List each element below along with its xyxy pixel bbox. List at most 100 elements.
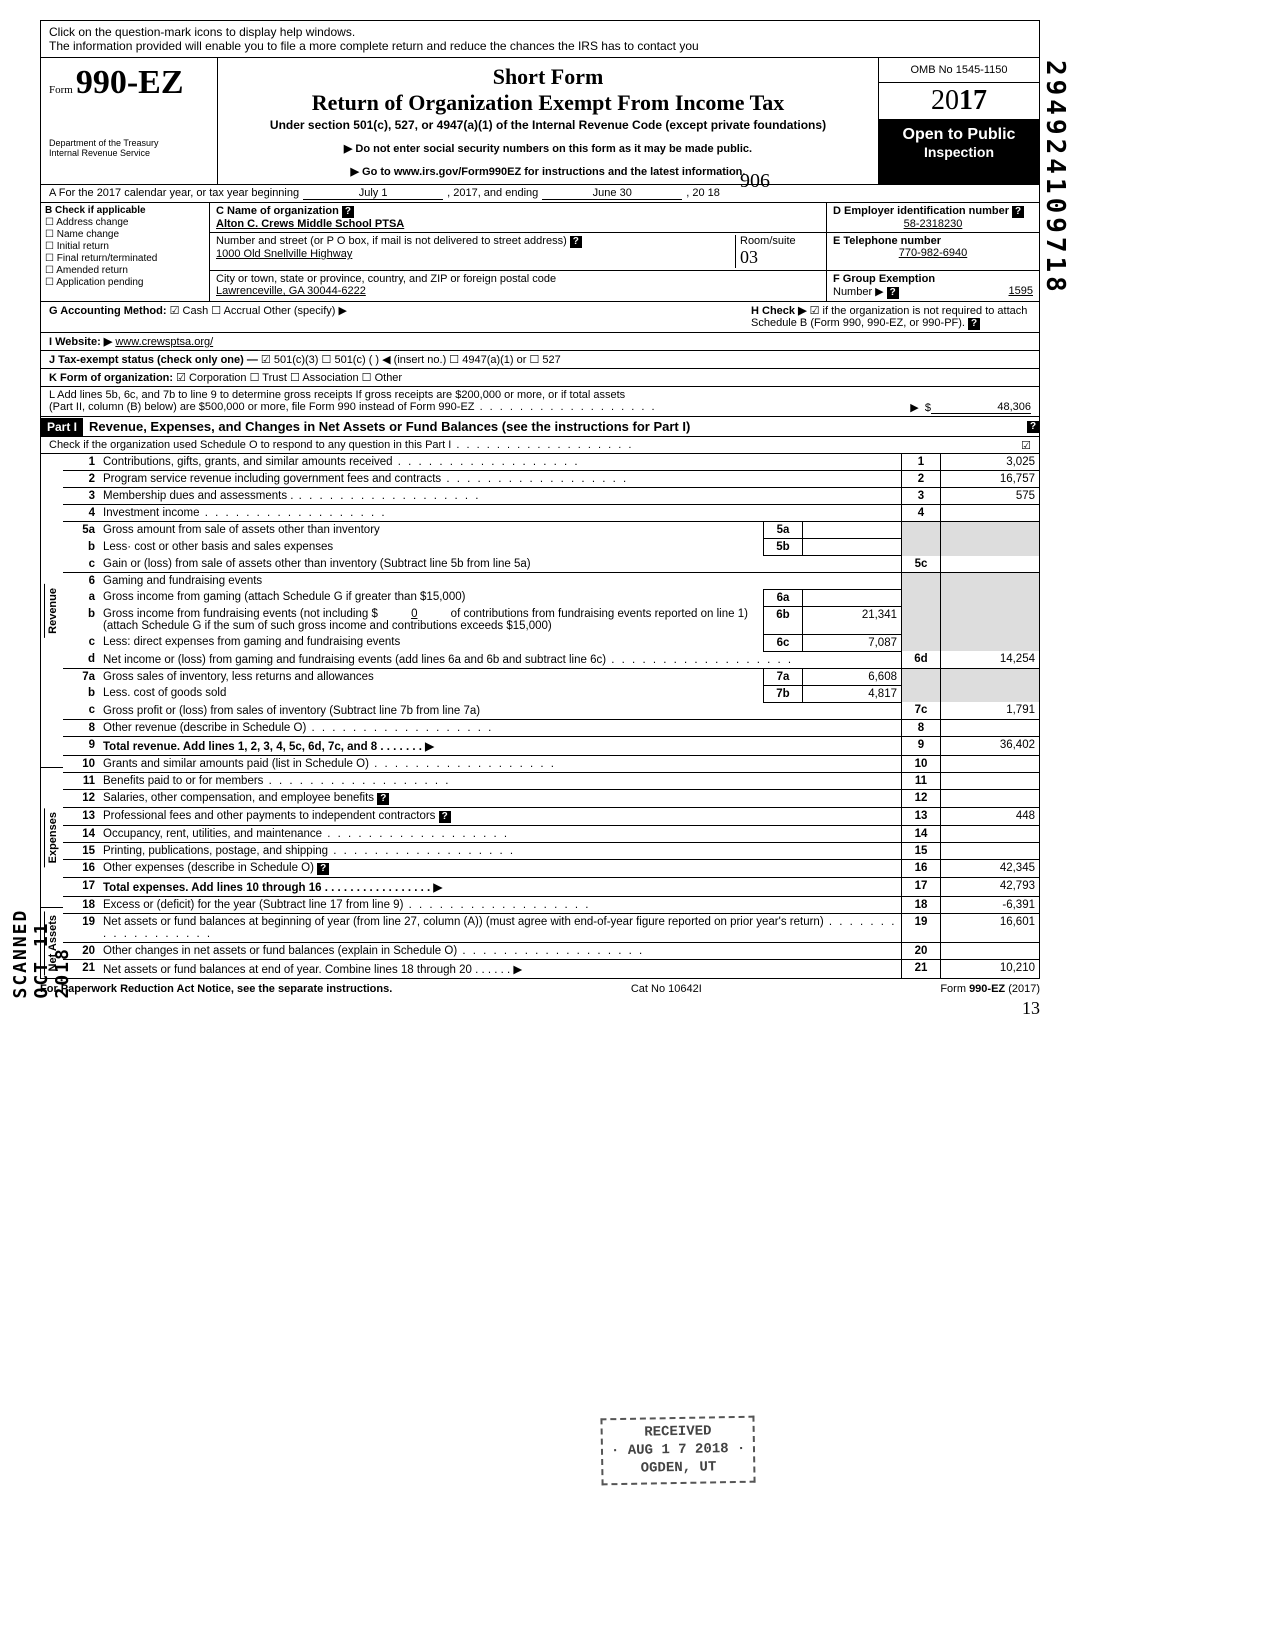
header-handwriting: 906 [740, 170, 770, 193]
help-icon[interactable]: ? [1012, 206, 1024, 218]
line-a-begin: July 1 [303, 187, 443, 200]
year-prefix: 20 [931, 85, 959, 116]
form-number-box: Form 990-EZ Department of the Treasury I… [41, 58, 218, 184]
form-number: 990-EZ [76, 64, 184, 101]
line-a-prefix: A For the 2017 calendar year, or tax yea… [49, 187, 299, 200]
help-icon[interactable]: ? [377, 793, 389, 805]
chk-final-return[interactable]: Final return/terminated [45, 253, 205, 264]
chk-501c3[interactable]: 501(c)(3) [261, 353, 319, 366]
received-line1: RECEIVED [611, 1422, 746, 1443]
line-a-yr: , 20 18 [686, 187, 720, 200]
part1-block: Part I Revenue, Expenses, and Changes in… [40, 417, 1040, 979]
g-other: Other (specify) ▶ [263, 305, 347, 317]
tax-year: 2017 [879, 83, 1039, 120]
footer-right: Form 990-EZ (2017) [940, 983, 1040, 995]
help-icon[interactable]: ? [317, 863, 329, 875]
header-row: Form 990-EZ Department of the Treasury I… [40, 57, 1040, 185]
label-expenses: Expenses [44, 808, 61, 867]
col-c-wrap: C Name of organization ? Alton C. Crews … [210, 203, 1039, 301]
chk-accrual[interactable]: Accrual [211, 304, 260, 317]
city-value: Lawrenceville, GA 30044-6222 [216, 285, 366, 297]
dept-line1: Department of the Treasury [49, 138, 209, 148]
chk-4947[interactable]: 4947(a)(1) or [449, 353, 526, 366]
top-note: Click on the question-mark icons to disp… [40, 20, 1040, 57]
chk-initial-return[interactable]: Initial return [45, 241, 205, 252]
page-number: 13 [1022, 998, 1040, 1019]
footer: For Paperwork Reduction Act Notice, see … [40, 979, 1040, 999]
ein-value: 58-2318230 [833, 218, 1033, 230]
i-label: I Website: ▶ [49, 336, 112, 348]
street-value: 1000 Old Snellville Highway [216, 248, 352, 260]
chk-501c[interactable]: 501(c) ( [322, 353, 373, 366]
chk-association[interactable]: Association [290, 371, 359, 384]
open-line1: Open to Public [879, 126, 1039, 144]
right-box: OMB No 1545-1150 2017 Open to Public Ins… [878, 58, 1039, 184]
entity-block: A For the 2017 calendar year, or tax yea… [40, 185, 1040, 302]
website-value: www.crewsptsa.org/ [115, 336, 213, 348]
title-box: Short Form Return of Organization Exempt… [218, 58, 878, 184]
chk-other-org[interactable]: Other [362, 371, 402, 384]
l-value: 48,306 [931, 401, 1031, 414]
omb-number: OMB No 1545-1150 [879, 58, 1039, 83]
line-a-end: June 30 [542, 187, 682, 200]
year-suffix: 17 [959, 85, 987, 116]
l-line2: (Part II, column (B) below) are $500,000… [49, 401, 657, 414]
received-line3: OGDEN, UT [611, 1458, 746, 1479]
chk-address-change[interactable]: Address change [45, 217, 205, 228]
label-net-assets: Net Assets [44, 911, 61, 975]
j-label: J Tax-exempt status (check only one) — [49, 354, 258, 366]
form-page: 294924109718 SCANNED OCT 11 2018 Click o… [40, 20, 1040, 999]
room-handwriting: 03 [740, 247, 758, 267]
chk-cash[interactable]: Cash [170, 304, 209, 317]
c-label: C Name of organization [216, 205, 339, 217]
footer-left: For Paperwork Reduction Act Notice, see … [40, 983, 392, 995]
footer-mid: Cat No 10642I [631, 983, 702, 995]
help-icon[interactable]: ? [887, 287, 899, 299]
chk-schedule-b[interactable] [810, 304, 820, 317]
help-icon[interactable]: ? [570, 236, 582, 248]
col-b: B Check if applicable Address change Nam… [41, 203, 210, 301]
methods-block: G Accounting Method: Cash Accrual Other … [40, 302, 1040, 417]
part1-check-line: Check if the organization used Schedule … [49, 439, 633, 451]
l-line1: L Add lines 5b, 6c, and 7b to line 9 to … [49, 389, 1031, 401]
phone-value: 770-982-6940 [833, 247, 1033, 259]
line-a: A For the 2017 calendar year, or tax yea… [41, 185, 1039, 203]
col-b-label: B Check if applicable [45, 205, 205, 216]
warn-url: Go to www.irs.gov/Form990EZ for instruct… [226, 165, 870, 178]
title-short-form: Short Form [226, 64, 870, 90]
h-label: H Check ▶ [751, 305, 807, 317]
g-label: G Accounting Method: [49, 305, 167, 317]
chk-corporation[interactable]: Corporation [176, 371, 246, 384]
title-main: Return of Organization Exempt From Incom… [226, 90, 870, 116]
part1-title: Revenue, Expenses, and Changes in Net As… [83, 417, 1027, 436]
form-prefix: Form [49, 84, 73, 96]
help-icon[interactable]: ? [342, 206, 354, 218]
section-bc: B Check if applicable Address change Nam… [41, 203, 1039, 301]
room-label: Room/suite [740, 235, 796, 247]
chk-amended-return[interactable]: Amended return [45, 265, 205, 276]
street-label: Number and street (or P O box, if mail i… [216, 235, 567, 247]
help-icon[interactable]: ? [968, 318, 980, 330]
lines-container: Revenue Expenses Net Assets 1Contributio… [41, 454, 1039, 978]
city-label: City or town, state or province, country… [216, 273, 556, 285]
label-revenue: Revenue [44, 584, 61, 638]
f-label: F Group Exemption [833, 273, 935, 285]
open-line2: Inspection [879, 144, 1039, 160]
line-a-mid: , 2017, and ending [447, 187, 538, 200]
top-note-line2: The information provided will enable you… [49, 39, 1031, 53]
help-icon[interactable]: ? [439, 811, 451, 823]
help-icon[interactable]: ? [1027, 421, 1039, 433]
chk-name-change[interactable]: Name change [45, 229, 205, 240]
k-label: K Form of organization: [49, 372, 173, 384]
title-sub: Under section 501(c), 527, or 4947(a)(1)… [226, 118, 870, 132]
dept-line2: Internal Revenue Service [49, 148, 209, 158]
chk-application-pending[interactable]: Application pending [45, 277, 205, 288]
chk-trust[interactable]: Trust [250, 371, 287, 384]
j-insert: ) ◀ (insert no.) [375, 354, 446, 366]
f-label2: Number ▶ [833, 286, 884, 298]
lines-table: 1Contributions, gifts, grants, and simil… [63, 454, 1039, 978]
open-to-public: Open to Public Inspection [879, 120, 1039, 184]
top-note-line1: Click on the question-mark icons to disp… [49, 25, 1031, 39]
chk-527[interactable]: 527 [529, 353, 560, 366]
e-label: E Telephone number [833, 235, 941, 247]
